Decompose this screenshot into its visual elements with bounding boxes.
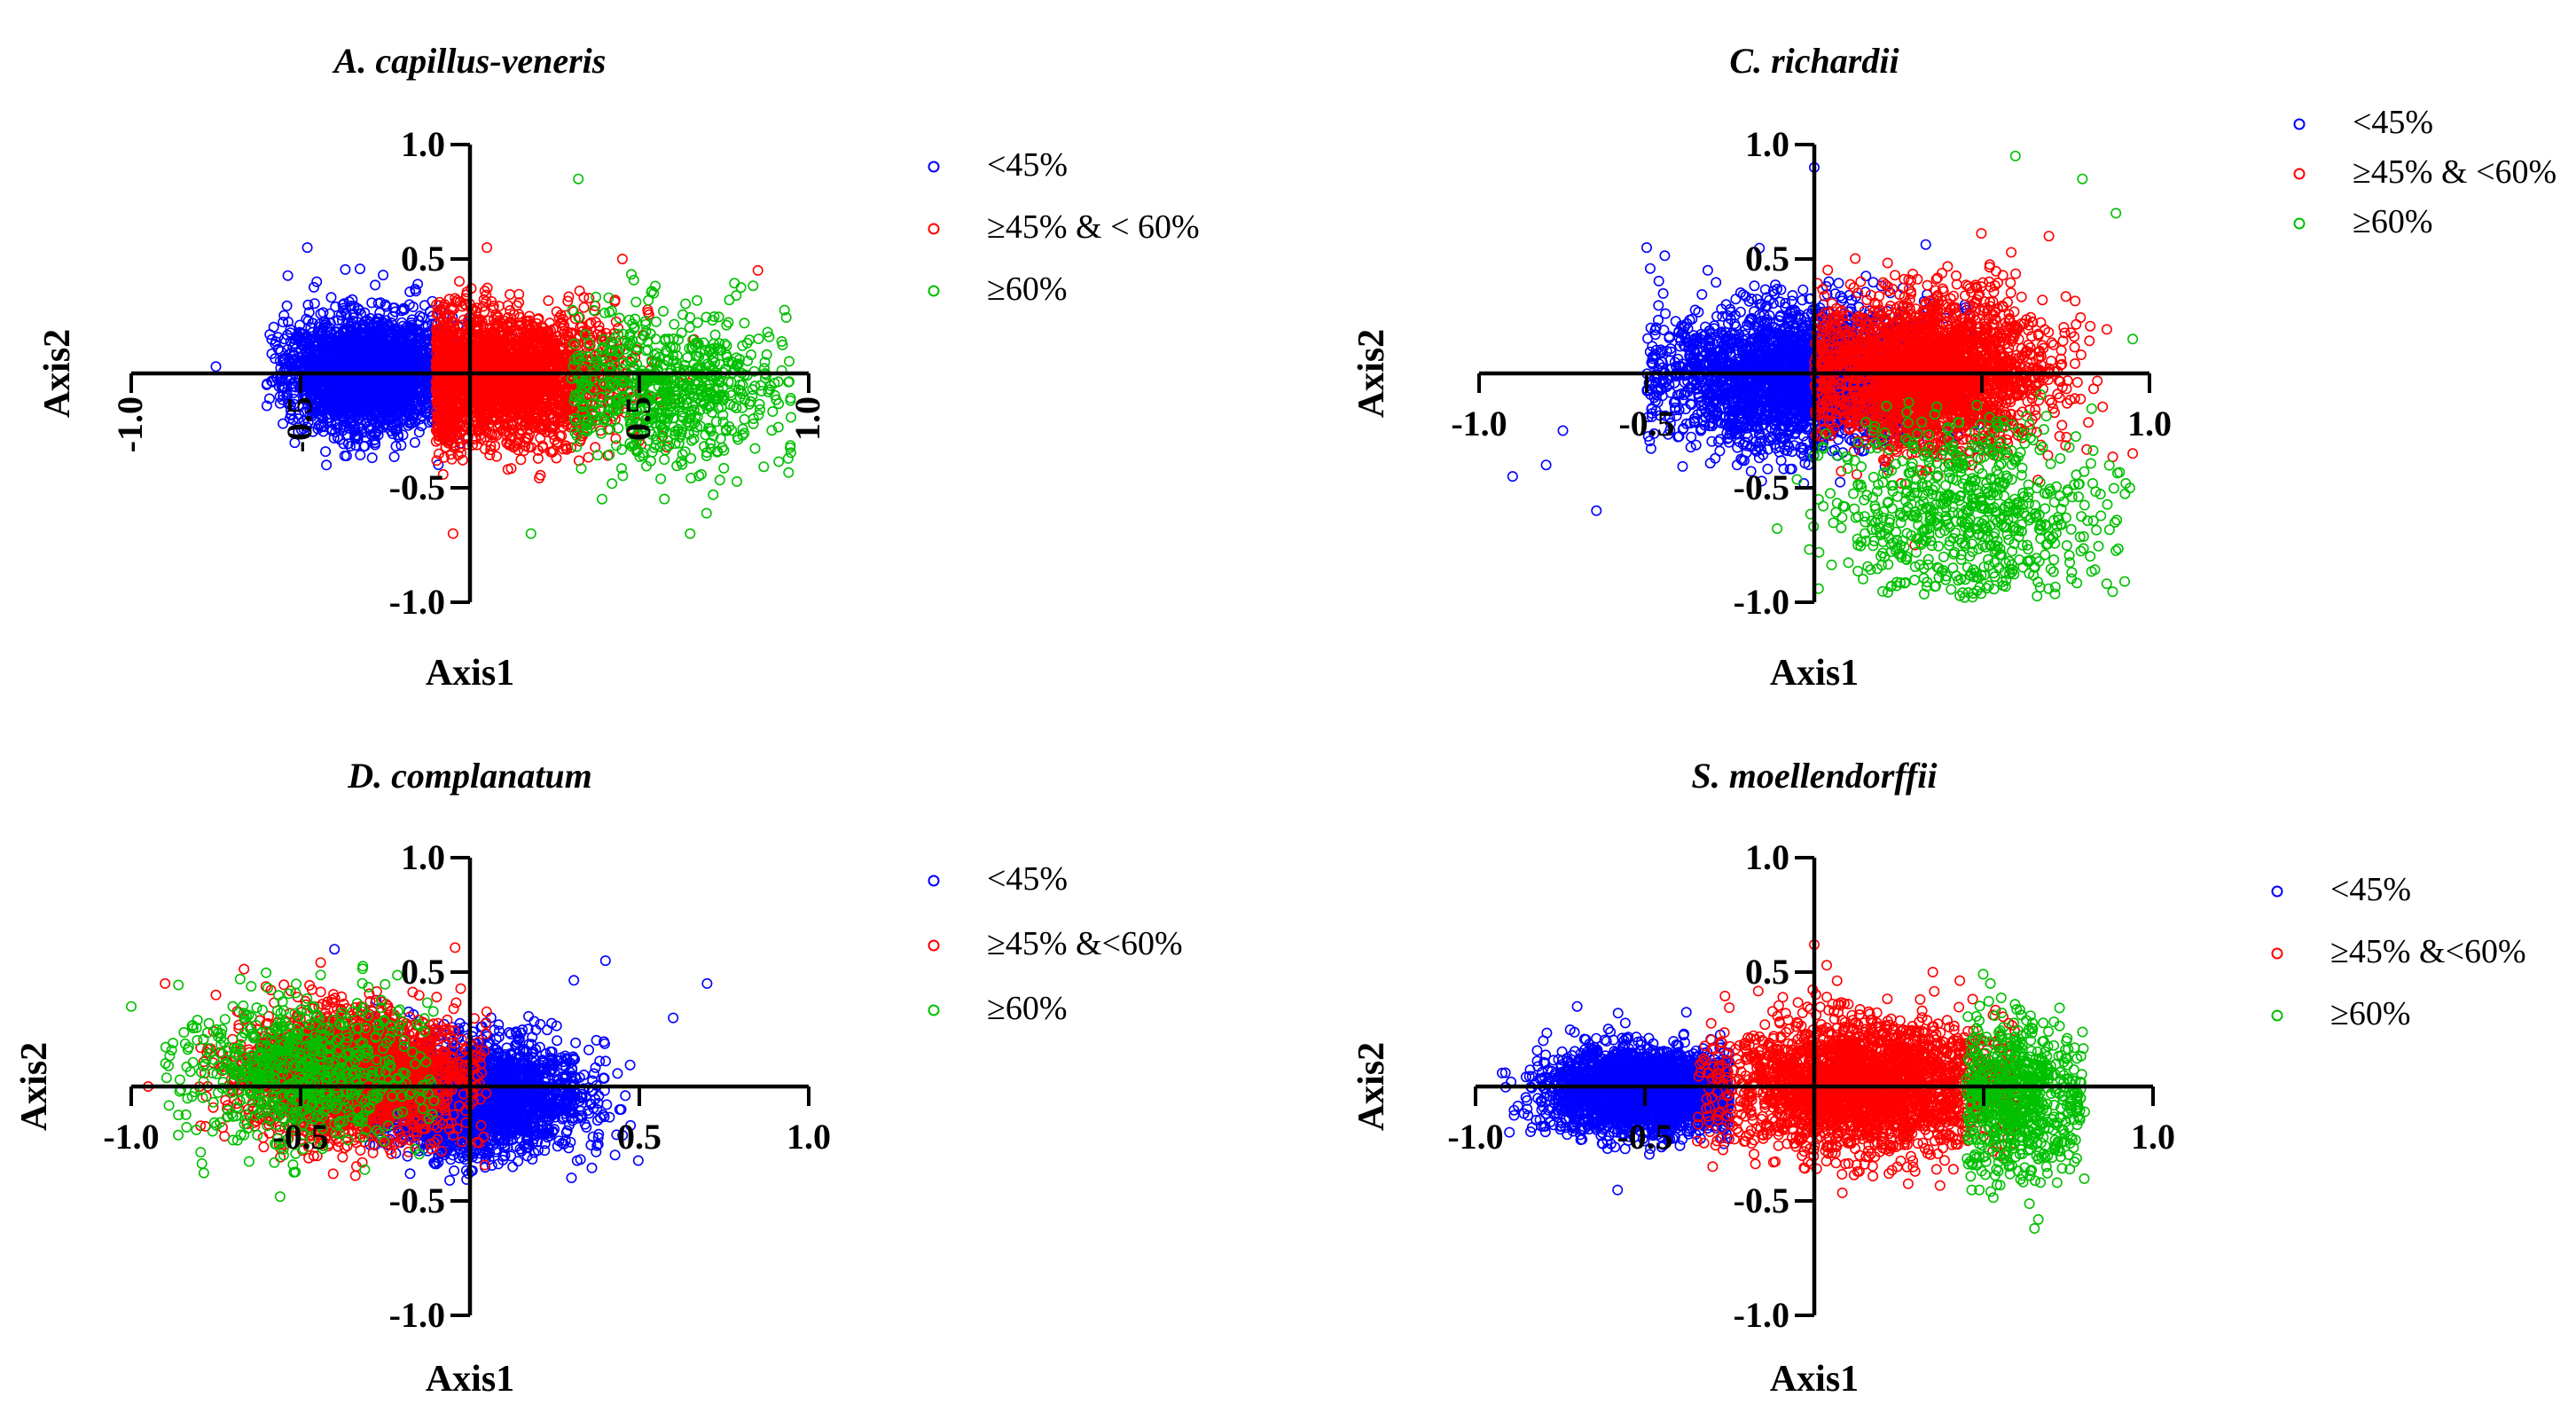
data-point <box>370 279 381 291</box>
data-point <box>574 285 585 296</box>
scatter-panel: -1.0 -0.5 0.5 1.01.00.5-0.5-1.0A. capillus-… <box>37 41 1200 694</box>
data-point <box>453 276 465 287</box>
data-point <box>515 454 527 466</box>
data-point <box>413 427 425 438</box>
data-point <box>311 276 323 287</box>
data-point <box>511 300 522 311</box>
data-point <box>388 451 400 462</box>
data-point <box>325 292 337 303</box>
data-point <box>355 449 366 460</box>
data-point <box>281 300 293 311</box>
data-point <box>289 437 301 449</box>
points-layer <box>210 173 796 539</box>
data-point <box>366 297 378 309</box>
data-point <box>410 283 421 294</box>
data-point <box>282 270 294 281</box>
data-point <box>583 451 594 463</box>
data-point <box>543 294 554 306</box>
data-point <box>404 286 416 297</box>
data-point <box>268 321 279 333</box>
data-point <box>320 446 332 458</box>
data-point <box>409 436 420 448</box>
data-point <box>416 420 427 432</box>
data-point <box>504 288 515 300</box>
data-point <box>378 270 389 281</box>
outlier-point <box>210 361 222 373</box>
data-point <box>354 263 365 275</box>
data-point <box>278 317 289 328</box>
data-point <box>309 298 320 310</box>
data-point <box>308 281 319 293</box>
data-point <box>578 302 590 313</box>
data-point <box>321 459 333 471</box>
outlier-point <box>301 242 313 254</box>
data-point <box>340 263 351 275</box>
data-point <box>366 452 378 464</box>
data-point <box>278 418 289 429</box>
